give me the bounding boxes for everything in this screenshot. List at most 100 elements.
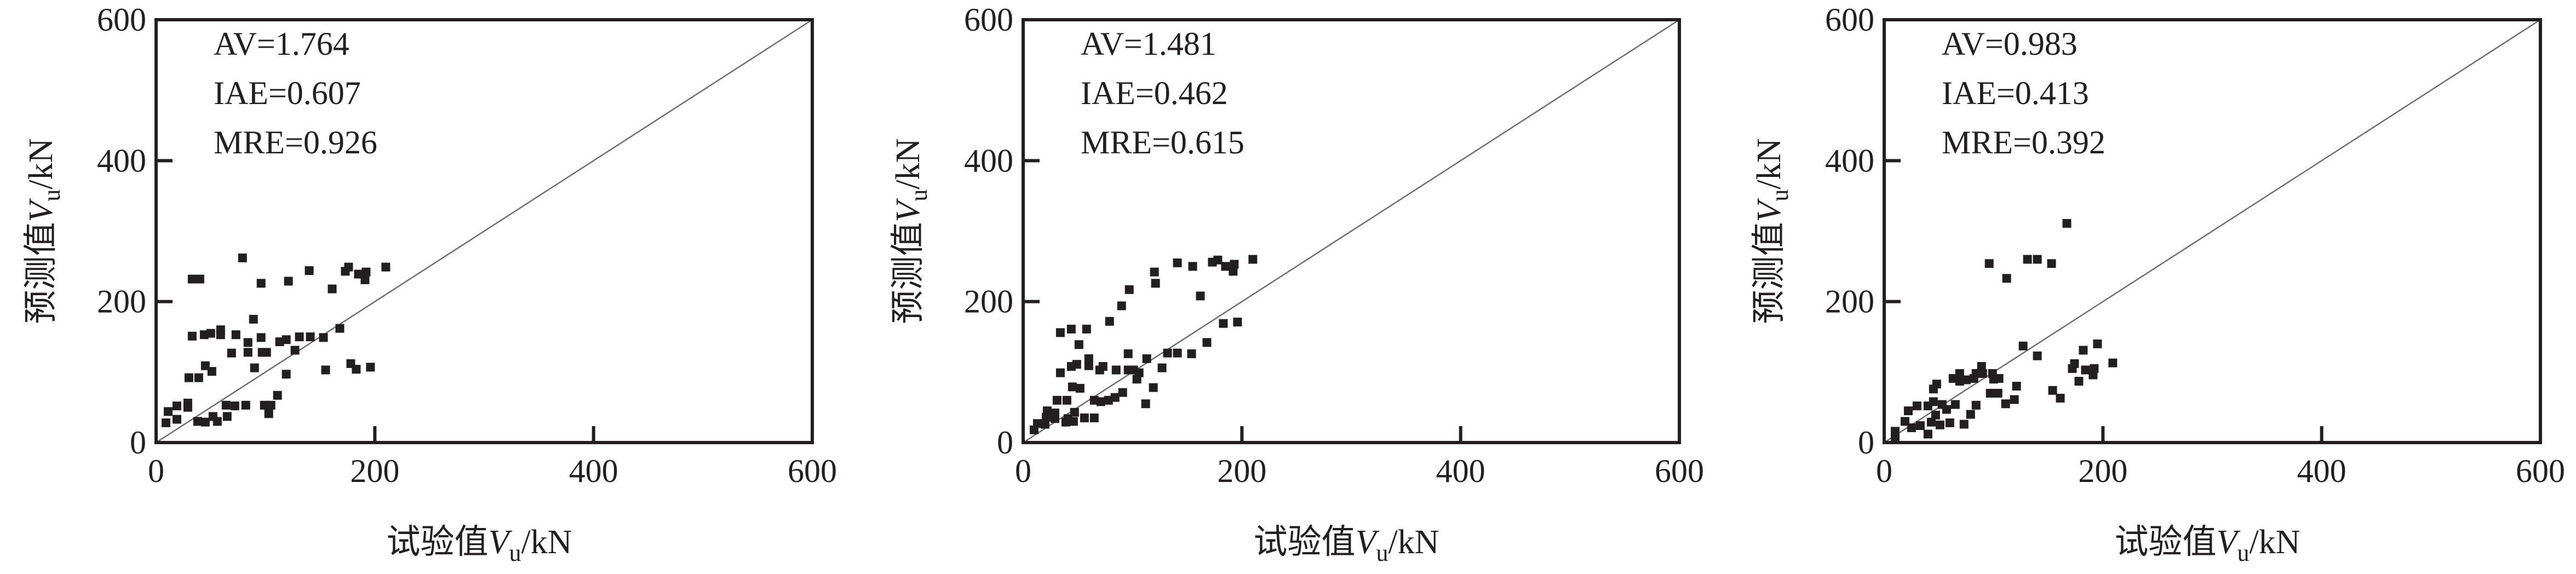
data-point <box>1188 262 1197 271</box>
data-point <box>1052 395 1062 405</box>
data-point <box>2089 370 2098 380</box>
data-point <box>1040 420 1049 429</box>
data-point <box>222 412 232 421</box>
data-point <box>1926 417 1936 427</box>
data-point <box>1903 406 1913 416</box>
data-point <box>2074 377 2084 386</box>
y-axis-label-symbol: V <box>22 198 60 222</box>
data-point <box>2012 382 2021 391</box>
data-point <box>2056 393 2065 403</box>
data-point <box>163 407 173 416</box>
x-tick-label: 400 <box>2297 453 2346 489</box>
stat-annotation: AV=0.983 <box>1942 26 2078 62</box>
data-point <box>1132 375 1141 384</box>
x-tick-label: 400 <box>569 453 618 489</box>
data-point <box>2108 358 2118 368</box>
stat-annotation: IAE=0.413 <box>1942 75 2089 111</box>
data-point <box>172 415 181 424</box>
data-point <box>2081 365 2090 375</box>
data-point <box>1032 419 1042 428</box>
y-tick-label: 400 <box>97 142 146 179</box>
data-point <box>2010 395 2019 404</box>
y-tick-label: 0 <box>1858 424 1874 461</box>
data-point <box>1062 395 1071 405</box>
scatter-panel-2: 0 200 400 600 0 200 400 600 AV=1.481 IAE=0.462 MRE… <box>890 2 1704 566</box>
data-point <box>1125 285 1134 294</box>
data-point <box>1118 388 1127 397</box>
data-point <box>335 324 345 333</box>
data-point <box>381 262 391 272</box>
data-point <box>1096 397 1105 406</box>
plot-frame <box>154 18 814 444</box>
y-tick-label: 0 <box>997 424 1013 461</box>
data-point <box>1187 349 1196 358</box>
stat-annotation: MRE=0.392 <box>1942 124 2105 160</box>
data-point <box>1111 365 1121 375</box>
x-tick-label: 0 <box>1876 453 1892 489</box>
y-axis-label: 预测值Vu/kN <box>1751 139 1793 324</box>
data-point <box>2023 255 2032 264</box>
scatter-panel-3: 0 200 400 600 0 200 400 600 AV=0.983 IAE=0.413 MRE… <box>1751 2 2565 566</box>
data-point <box>249 314 258 324</box>
y-axis-label: 预测值Vu/kN <box>890 139 932 324</box>
data-point <box>216 330 225 340</box>
y-axis-label-subscript: u <box>905 190 932 202</box>
data-point <box>1213 255 1223 265</box>
data-point <box>227 348 236 358</box>
x-axis-label: 试验值Vu/kN <box>2115 524 2300 566</box>
y-axis-label-symbol: V <box>1751 198 1788 222</box>
data-point <box>1993 388 2003 398</box>
x-tick-label: 600 <box>2516 453 2565 489</box>
data-point <box>352 365 361 374</box>
data-point <box>305 266 314 275</box>
data-point <box>2001 399 2010 409</box>
data-point <box>1089 413 1099 422</box>
data-point <box>1959 420 1969 429</box>
data-point <box>1935 420 1944 429</box>
data-point <box>1117 301 1126 311</box>
data-point <box>193 417 202 426</box>
y-axis-label: 预测值Vu/kN <box>22 139 65 324</box>
y-axis-label-symbol: V <box>890 198 927 222</box>
x-axis-label: 试验值Vu/kN <box>387 524 572 566</box>
x-axis-label-symbol: V <box>1356 524 1380 561</box>
data-point <box>1931 410 1940 420</box>
data-point <box>183 403 192 412</box>
x-tick-label: 600 <box>1655 453 1704 489</box>
data-point <box>1248 255 1258 264</box>
data-point <box>1105 317 1114 326</box>
data-point <box>1961 375 1971 384</box>
x-axis-label: 试验值Vu/kN <box>1254 524 1439 566</box>
x-axis-label-unit: /kN <box>2249 524 2300 561</box>
data-point <box>213 417 222 426</box>
data-point <box>1942 405 1951 414</box>
data-point <box>1945 418 1954 427</box>
x-axis-label-subscript: u <box>509 539 521 566</box>
data-point <box>207 367 216 376</box>
data-point <box>1141 399 1150 409</box>
data-point <box>2033 351 2042 360</box>
y-tick-label: 200 <box>964 284 1013 320</box>
data-point <box>2002 274 2011 283</box>
data-point <box>184 373 193 382</box>
y-axis-label-subscript: u <box>1766 190 1793 202</box>
y-tick-label: 400 <box>1825 142 1874 179</box>
data-point <box>1150 267 1159 277</box>
data-point <box>1971 400 1981 410</box>
data-point <box>2093 339 2102 348</box>
data-point <box>1050 414 1059 423</box>
y-axis-label-subscript: u <box>38 190 65 202</box>
data-point <box>2047 259 2056 268</box>
plot-frame <box>1022 18 1681 444</box>
data-point <box>1063 414 1072 423</box>
reference-line-y-equals-x <box>156 19 813 444</box>
x-tick-label: 400 <box>1436 453 1485 489</box>
x-tick-label: 600 <box>788 453 837 489</box>
data-point <box>1084 354 1093 363</box>
y-axis-label-prefix: 预测值 <box>890 222 927 324</box>
data-point <box>231 330 240 340</box>
data-point <box>1082 324 1091 334</box>
data-point <box>1042 406 1052 416</box>
data-point <box>1230 260 1239 269</box>
y-tick-label: 200 <box>97 284 146 320</box>
